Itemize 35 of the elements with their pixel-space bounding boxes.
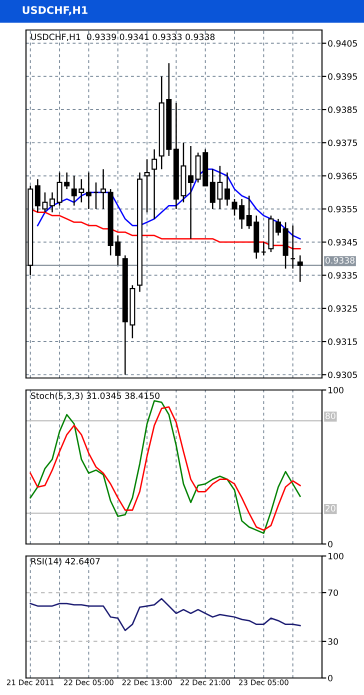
y-tick-label: 0.9305 (328, 372, 357, 378)
candlestick (297, 254, 303, 283)
y-tick-label: 0 (328, 540, 332, 548)
chart-title: Stoch(5,3,3) 31.0345 38.4150 (31, 392, 160, 400)
chart-title: RSI(14) 42.6407 (31, 558, 100, 566)
chart-title: USDCHF,H1 (22, 6, 88, 16)
y-tick-label: 0.9345 (328, 238, 357, 246)
line-series (30, 598, 301, 632)
y-tick-label: 0.9375 (328, 140, 357, 146)
ref-line-label: 20 (326, 505, 336, 512)
ref-line-label: 80 (326, 412, 336, 420)
line-series (36, 168, 301, 240)
chart-subtitle: USDCHF,H1 0.9339 0.9341 0.9333 0.9338 (31, 34, 215, 42)
y-tick-label: 0.9365 (328, 172, 357, 180)
y-tick-label: 0.9335 (328, 272, 357, 279)
y-tick-label: 0 (328, 674, 332, 682)
y-tick-label: 0.9385 (328, 106, 357, 113)
y-tick-label: 70 (328, 589, 338, 596)
y-tick-label: 0.9355 (328, 206, 357, 212)
y-tick-label: 0.9315 (328, 338, 357, 345)
candlestick (276, 218, 281, 236)
candlestick (86, 172, 92, 210)
candlestick (188, 145, 194, 240)
candlestick (50, 192, 55, 213)
y-tick-label: 100 (328, 386, 344, 394)
y-tick-label: 0.9405 (328, 40, 357, 47)
y-tick-label: 0.9325 (328, 305, 357, 312)
y-tick-label: 30 (328, 638, 338, 645)
y-tick-label: 0.9395 (328, 73, 357, 80)
candlestick (152, 148, 158, 220)
ref-line-label: 0.9338 (326, 257, 354, 264)
candlestick (224, 172, 230, 206)
candlestick (100, 168, 106, 210)
y-tick-label: 100 (328, 552, 344, 560)
candlestick (144, 158, 150, 213)
